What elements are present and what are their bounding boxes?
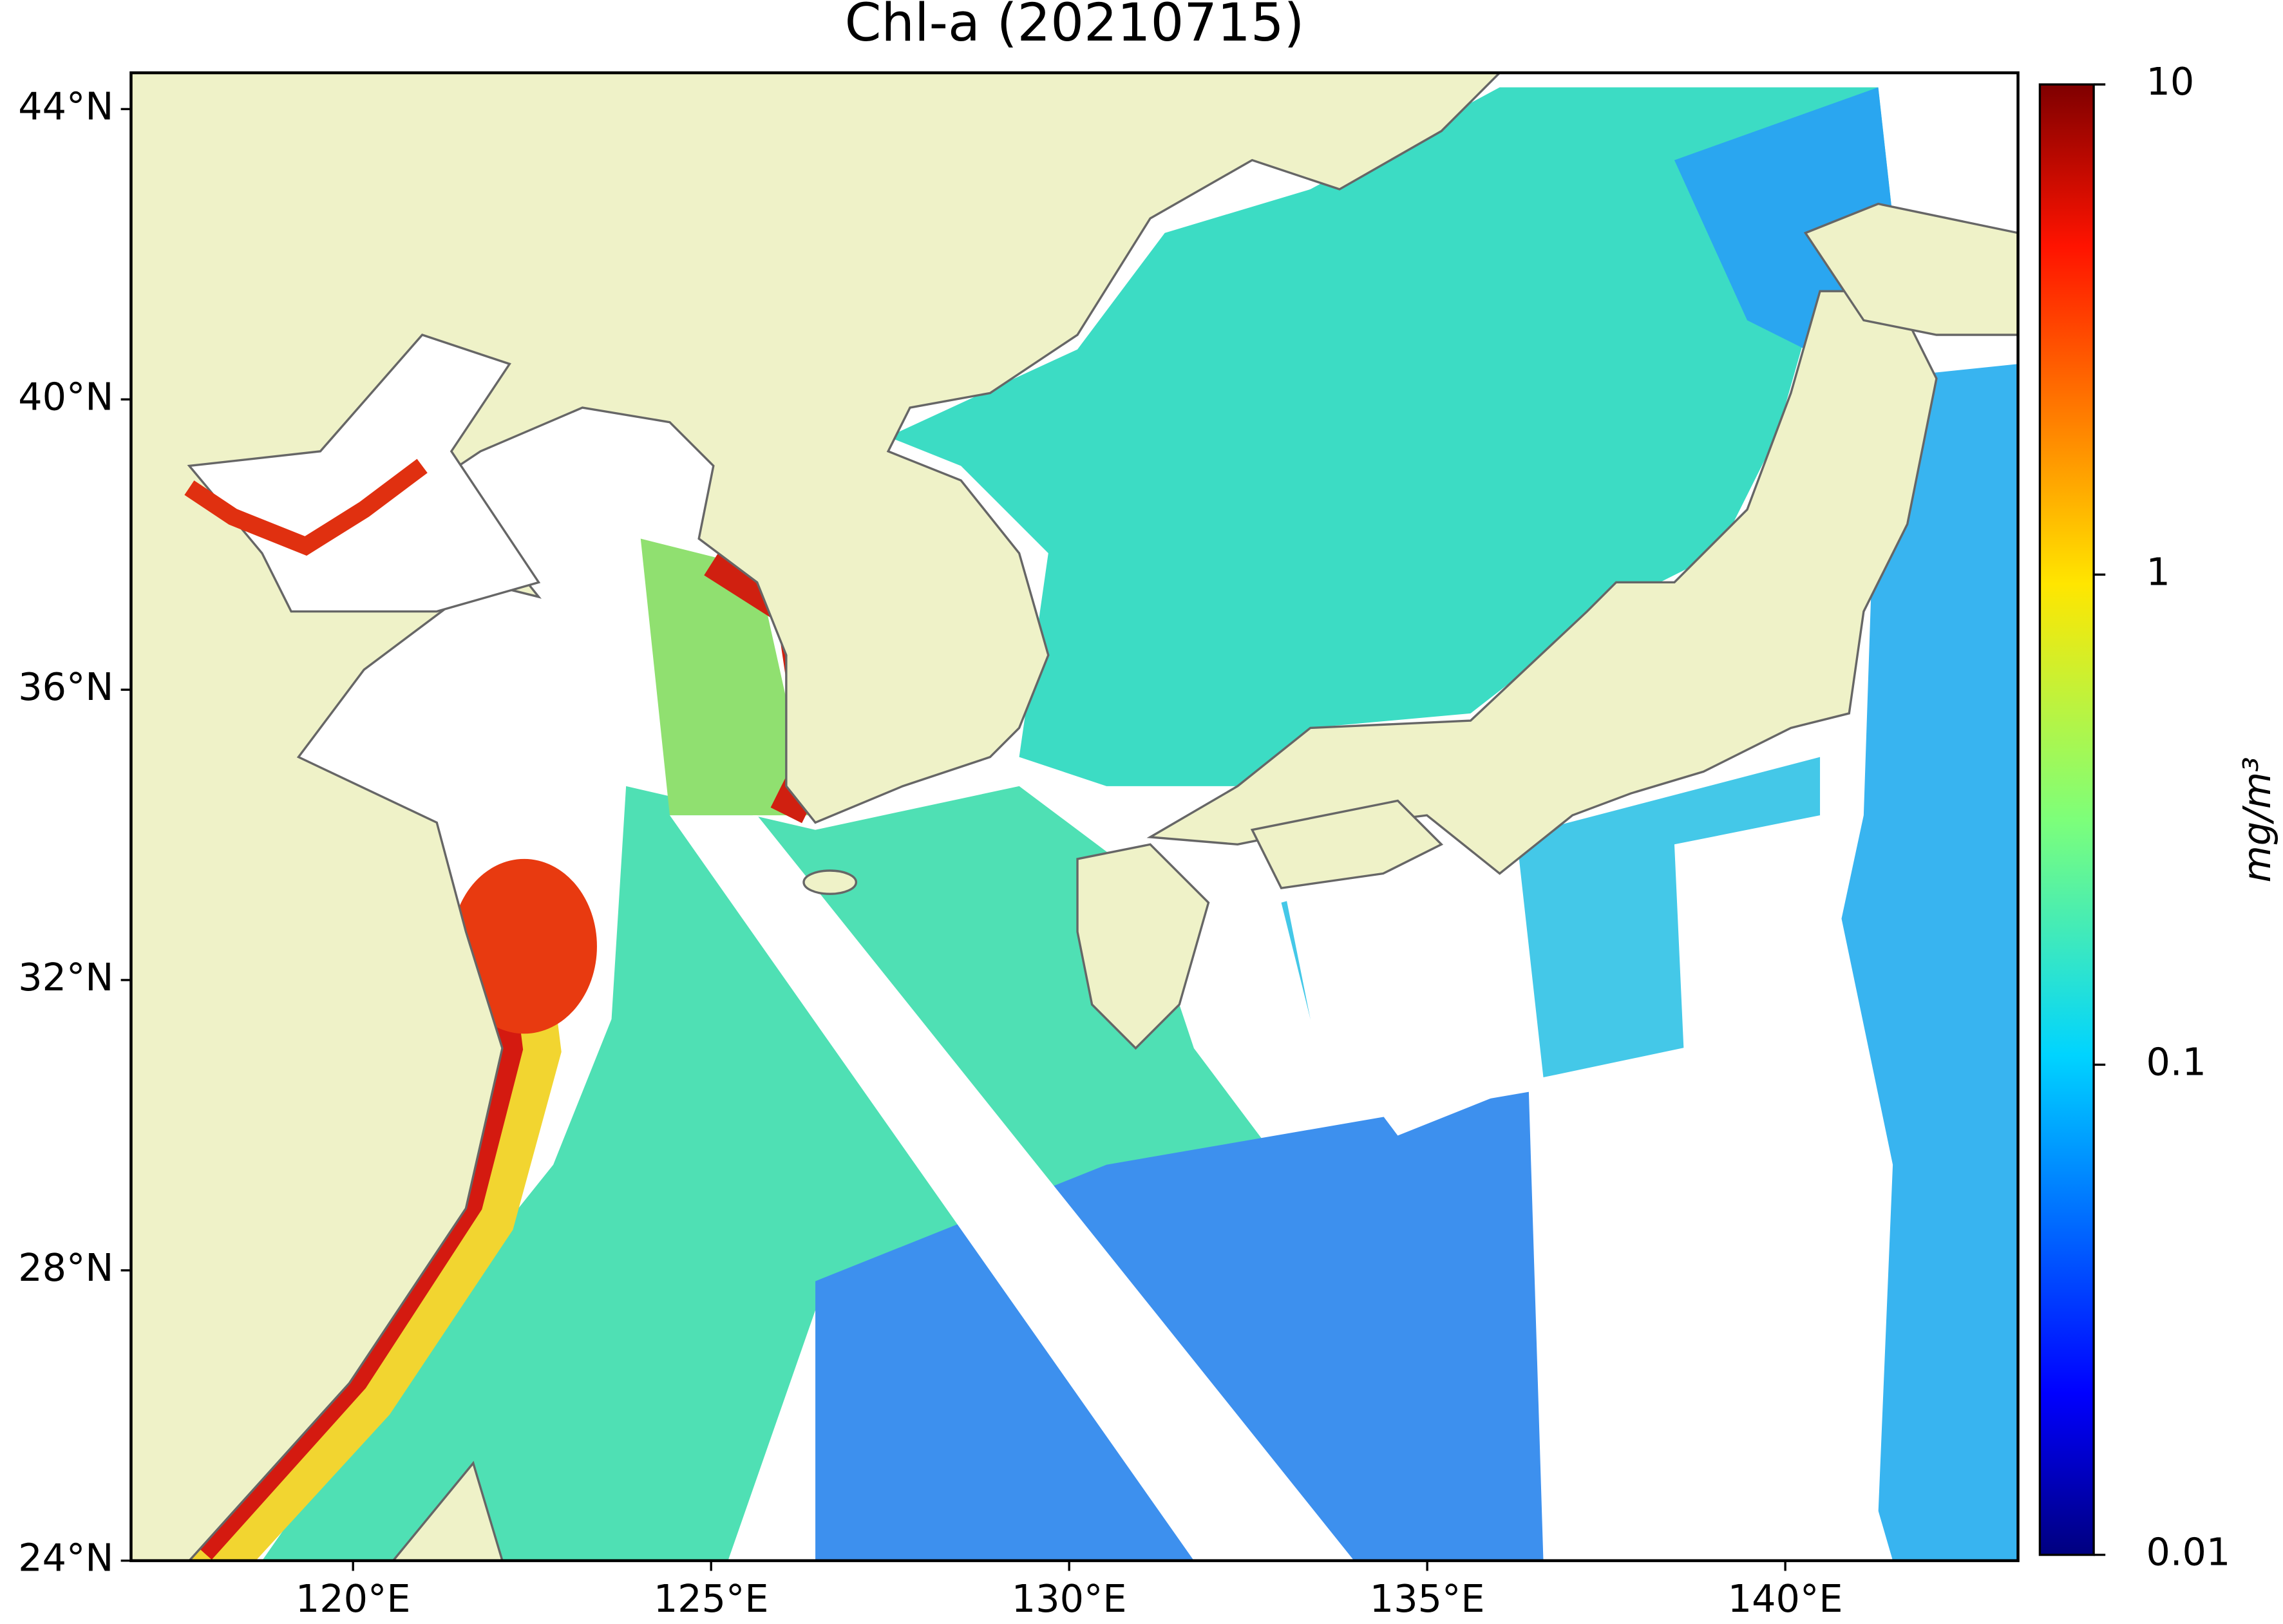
- land: [131, 73, 1502, 1561]
- y-tick-label: 44°N: [18, 84, 113, 129]
- x-tick-label: 130°E: [1012, 1576, 1127, 1621]
- colorbar-label: mg/m³: [2235, 757, 2279, 882]
- yellow-sea: [640, 538, 816, 816]
- cloud: [1281, 815, 1544, 1136]
- east-china-sea: [261, 786, 1282, 1561]
- land: [1146, 290, 1938, 875]
- colorbar-tick-label: 0.1: [2146, 1040, 2206, 1084]
- colorbar-tick-label: 1: [2146, 549, 2170, 594]
- land: [802, 869, 858, 895]
- colorbar-tick-label: 10: [2146, 59, 2194, 104]
- land: [1250, 799, 1444, 889]
- map: [131, 73, 2018, 1561]
- land: [392, 1460, 504, 1561]
- x-tick-label: 125°E: [654, 1576, 769, 1621]
- colorbar-tick-label: 0.01: [2146, 1530, 2230, 1574]
- cloud: [669, 815, 1354, 1561]
- sea-of-japan: [888, 87, 1893, 786]
- y-tick-label: 32°N: [18, 955, 113, 999]
- x-tick-label: 120°E: [296, 1576, 411, 1621]
- title: Chl-a (20210715): [845, 0, 1305, 53]
- bohai-red: [184, 458, 428, 556]
- x-tick-label: 135°E: [1370, 1576, 1485, 1621]
- colorbar: [2038, 83, 2095, 1556]
- y-tick-label: 36°N: [18, 665, 113, 709]
- cloud: [1674, 815, 1893, 1515]
- y-tick-label: 40°N: [18, 374, 113, 419]
- land: [1803, 202, 2018, 336]
- y-tick-label: 28°N: [18, 1245, 113, 1290]
- map-frame: [129, 71, 2020, 1562]
- x-tick-label: 140°E: [1728, 1576, 1843, 1621]
- y-tick-label: 24°N: [18, 1536, 113, 1580]
- yangtze-plume: [451, 858, 597, 1034]
- land: [1076, 843, 1210, 1050]
